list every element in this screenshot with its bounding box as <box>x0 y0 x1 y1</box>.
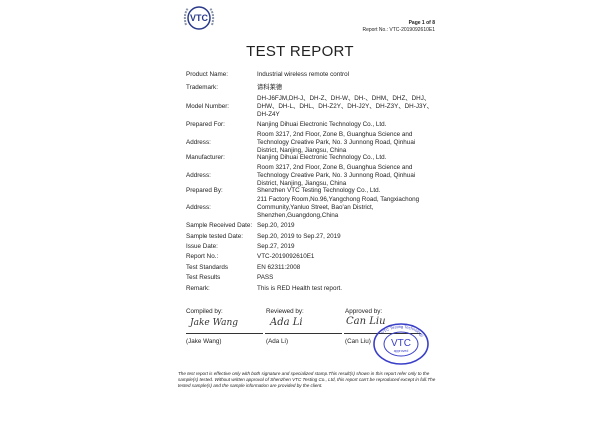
field-row: Test Standards EN 62311:2008 <box>186 264 437 272</box>
approved-name: (Can Liu) <box>345 338 371 345</box>
reviewed-by-label: Reviewed by: <box>266 308 304 315</box>
field-row: Prepared For: Nanjing Dihuai Electronic T… <box>186 121 437 129</box>
field-value: Room 3217, 2nd Floor, Zone B, Guanghua S… <box>257 164 416 187</box>
field-label: Remark: <box>186 285 210 292</box>
field-row: Manufacturer: Nanjing Dihuai Electronic T… <box>186 154 437 162</box>
field-label: Address: <box>186 139 211 146</box>
field-row: Remark: This is RED Health test report. <box>186 285 437 293</box>
compiled-name: (Jake Wang) <box>186 338 222 345</box>
header-report-no: Report No.: VTC-2019092610E1 <box>362 27 435 33</box>
field-row: Address: Room 3217, 2nd Floor, Zone B, Gu… <box>186 164 437 188</box>
approved-by-label: Approved by: <box>345 308 383 315</box>
field-value: Industrial wireless remote control <box>257 71 350 78</box>
signature-line <box>344 333 421 334</box>
field-row: Report No.: VTC-2019092610E1 <box>186 253 437 261</box>
field-label: Address: <box>186 172 211 179</box>
field-label: Prepared For: <box>186 121 225 128</box>
field-row: Address: Room 3217, 2nd Floor, Zone B, Gu… <box>186 131 437 155</box>
page-number: Page 1 of 8 <box>408 20 435 26</box>
reviewed-signature: Ada Li <box>270 317 303 328</box>
field-label: Test Standards <box>186 264 229 271</box>
disclaimer: The test report is effective only with b… <box>178 371 436 388</box>
field-row: Model Number: DH-J6FJM,DH-J、DH-Z、DH-W、DH-… <box>186 95 437 119</box>
field-value: Room 3217, 2nd Floor, Zone B, Guanghua S… <box>257 131 416 154</box>
field-row: Sample Received Date: Sep.20, 2019 <box>186 222 437 230</box>
vtc-logo: VTC <box>183 6 215 30</box>
field-row: Issue Date: Sep.27, 2019 <box>186 243 437 251</box>
field-value: PASS <box>257 274 274 281</box>
stamp-sub: approved <box>394 349 409 353</box>
field-value: Shenzhen VTC Testing Technology Co., Ltd… <box>257 187 381 194</box>
field-row: Address: 211 Factory Room,No.96,Yangchong… <box>186 196 437 220</box>
signature-line <box>265 333 342 334</box>
field-label: Address: <box>186 204 211 211</box>
compiled-signature: Jake Wang <box>190 318 239 328</box>
field-value: EN 62311:2008 <box>257 264 301 271</box>
field-value: Sep.27, 2019 <box>257 243 295 250</box>
stamp-main: VTC <box>391 338 411 349</box>
field-label: Product Name: <box>186 71 228 78</box>
logo-text: VTC <box>190 13 209 23</box>
field-label: Prepared By: <box>186 187 223 194</box>
reviewed-name: (Ada Li) <box>266 338 289 345</box>
field-row: Trademark: 谛科莱德 <box>186 84 437 92</box>
field-value: Sep.20, 2019 to Sep.27, 2019 <box>257 233 341 240</box>
field-label: Sample Received Date: <box>186 222 253 229</box>
field-value: Nanjing Dihuai Electronic Technology Co.… <box>257 154 387 161</box>
compiled-by-label: Compiled by: <box>186 308 223 315</box>
field-value: VTC-2019092610E1 <box>257 253 315 260</box>
approved-signature: Can Liu <box>346 316 386 327</box>
page-title: TEST REPORT <box>246 43 354 60</box>
field-label: Test Results <box>186 274 221 281</box>
field-label: Sample tested Date: <box>186 233 244 240</box>
field-label: Issue Date: <box>186 243 218 250</box>
field-row: Sample tested Date: Sep.20, 2019 to Sep.2… <box>186 233 437 241</box>
field-value: This is RED Health test report. <box>257 285 343 292</box>
signature-line <box>186 333 263 334</box>
field-value: Nanjing Dihuai Electronic Technology Co.… <box>257 121 387 128</box>
approval-stamp: VTC Testing Technology VTC approved <box>373 323 429 365</box>
field-label: Model Number: <box>186 103 230 110</box>
field-row: Product Name: Industrial wireless remote … <box>186 71 437 79</box>
field-value: 谛科莱德 <box>257 84 283 91</box>
field-value: Sep.20, 2019 <box>257 222 295 229</box>
page-info: Page 1 of 8 Report No.: VTC-2019092610E1 <box>330 20 435 34</box>
field-value: 211 Factory Room,No.96,Yangchong Road, T… <box>257 196 420 219</box>
field-row: Prepared By: Shenzhen VTC Testing Technol… <box>186 187 437 195</box>
field-label: Report No.: <box>186 253 219 260</box>
field-label: Trademark: <box>186 84 218 91</box>
field-value: DH-J6FJM,DH-J、DH-Z、DH-W、DH-、DHM、DHZ、DHJ、… <box>257 95 433 118</box>
field-label: Manufacturer: <box>186 154 225 161</box>
field-row: Test Results PASS <box>186 274 437 282</box>
